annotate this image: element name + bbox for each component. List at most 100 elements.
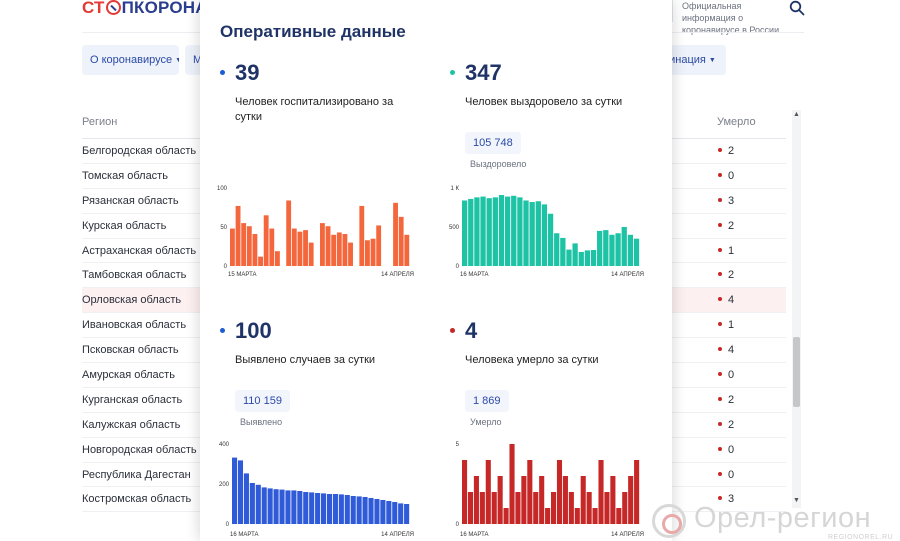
chart-bar [574,508,580,524]
y-tick-label: 1 К [451,186,460,192]
hospitalized-chart-svg: 0 50 100 15 МАРТА 14 АПРЕЛЯ [217,186,414,278]
chart-bar [616,508,622,524]
chart-bar [551,492,557,524]
chart-bar [297,491,303,524]
deaths-chart: 0 5 16 МАРТА 14 АПРЕЛЯ [442,442,652,541]
y-tick-label: 400 [219,442,230,448]
chart-bar [374,499,380,524]
chart-bar [404,504,410,524]
chart-bar [562,476,568,524]
chart-bar [392,502,398,524]
chart-bar [556,460,563,524]
chart-bar [511,195,517,266]
scroll-up-arrow-icon[interactable]: ▲ [793,111,800,118]
chart-bar [467,492,474,524]
region-name: Псковская область [82,344,179,357]
chart-bar [598,460,604,524]
chart-bar [230,228,235,266]
watermark-subtext: REGIONOREL.RU [828,534,894,541]
died-cell: 3 [718,493,734,505]
chart-bar [515,492,521,524]
chart-bar [621,227,627,266]
search-icon [789,0,805,16]
recovered-chart: 0 500 1 К 16 МАРТА 14 АПРЕЛЯ [442,186,652,282]
chart-bar [462,460,468,524]
died-value: 0 [728,468,735,481]
chart-bar [622,492,628,524]
died-cell: 2 [718,419,734,431]
recovered-total-label: Выздоровело [470,159,527,169]
chart-bar [468,198,474,266]
died-cell: 3 [718,195,734,207]
red-dot-icon [718,247,722,252]
died-value: 4 [728,294,735,307]
chart-bar [572,243,578,266]
chart-bar [263,215,269,266]
nav-m-label: М [193,54,203,66]
cases-caption: Выявлено случаев за сутки [235,354,376,366]
chart-bar [362,497,368,524]
search-button[interactable] [789,0,805,16]
chart-bar [398,503,404,524]
chart-bar [342,234,348,266]
column-header-died[interactable]: Умерло [717,116,756,128]
nav-about-coronavirus[interactable]: О коронавирусе ▼ [82,45,179,75]
chart-bar [597,230,603,266]
chart-bar [480,196,486,266]
chart-bar [497,476,503,524]
red-dot-icon [718,272,722,277]
recovered-chart-svg: 0 500 1 К 16 МАРТА 14 АПРЕЛЯ [449,186,644,278]
chart-bar [393,202,398,266]
x-start-label: 16 МАРТА [460,272,489,278]
died-cell: 0 [718,369,734,381]
chart-bar [241,223,247,266]
chart-bar [491,492,497,524]
died-value: 3 [728,493,735,506]
died-cell: 2 [718,269,734,281]
scrollbar-thumb[interactable] [793,337,800,407]
chart-bar [331,234,337,266]
chart-bar [398,216,404,266]
died-value: 0 [728,369,735,382]
region-name: Рязанская область [82,194,179,207]
chart-bar [350,496,356,524]
chart-bar [291,490,297,524]
chart-bar [547,213,554,266]
official-info-link[interactable]: Официальная информация о коронавирусе в … [682,1,780,35]
red-dot-icon [718,347,722,352]
deaths-caption: Человека умерло за сутки [465,354,599,366]
chart-bar [243,473,249,524]
red-dot-icon [718,297,722,302]
chevron-down-icon: ▼ [175,57,179,64]
died-cell: 0 [718,469,734,481]
chart-bar [523,200,529,266]
x-end-label: 14 АПРЕЛЯ [381,272,414,278]
region-name: Курганская область [82,393,183,406]
chart-bar [315,493,321,524]
chart-bar [359,205,365,266]
chart-bar [325,226,331,266]
column-header-region[interactable]: Регион [82,116,118,128]
chart-bar [566,249,572,266]
y-tick-label: 500 [449,225,460,231]
y-tick-label: 200 [219,482,230,488]
died-cell: 2 [718,394,734,406]
chart-bar [291,228,297,266]
died-value: 2 [728,145,735,157]
chart-bar [303,492,309,524]
chart-bar [628,476,634,524]
chart-bar [320,223,325,266]
x-end-label: 14 АПРЕЛЯ [611,532,644,538]
chart-bar [545,508,551,524]
died-value: 2 [728,393,735,406]
cases-value: 100 [235,318,272,343]
died-cell: 0 [718,170,734,182]
recovered-caption: Человек выздоровело за сутки [465,96,623,108]
chart-bar [249,483,255,524]
recovered-value: 347 [465,60,502,85]
chart-bar [252,234,258,266]
red-dot-icon [718,372,722,377]
table-scrollbar[interactable] [792,110,801,508]
scroll-down-arrow-icon[interactable]: ▼ [793,497,800,504]
